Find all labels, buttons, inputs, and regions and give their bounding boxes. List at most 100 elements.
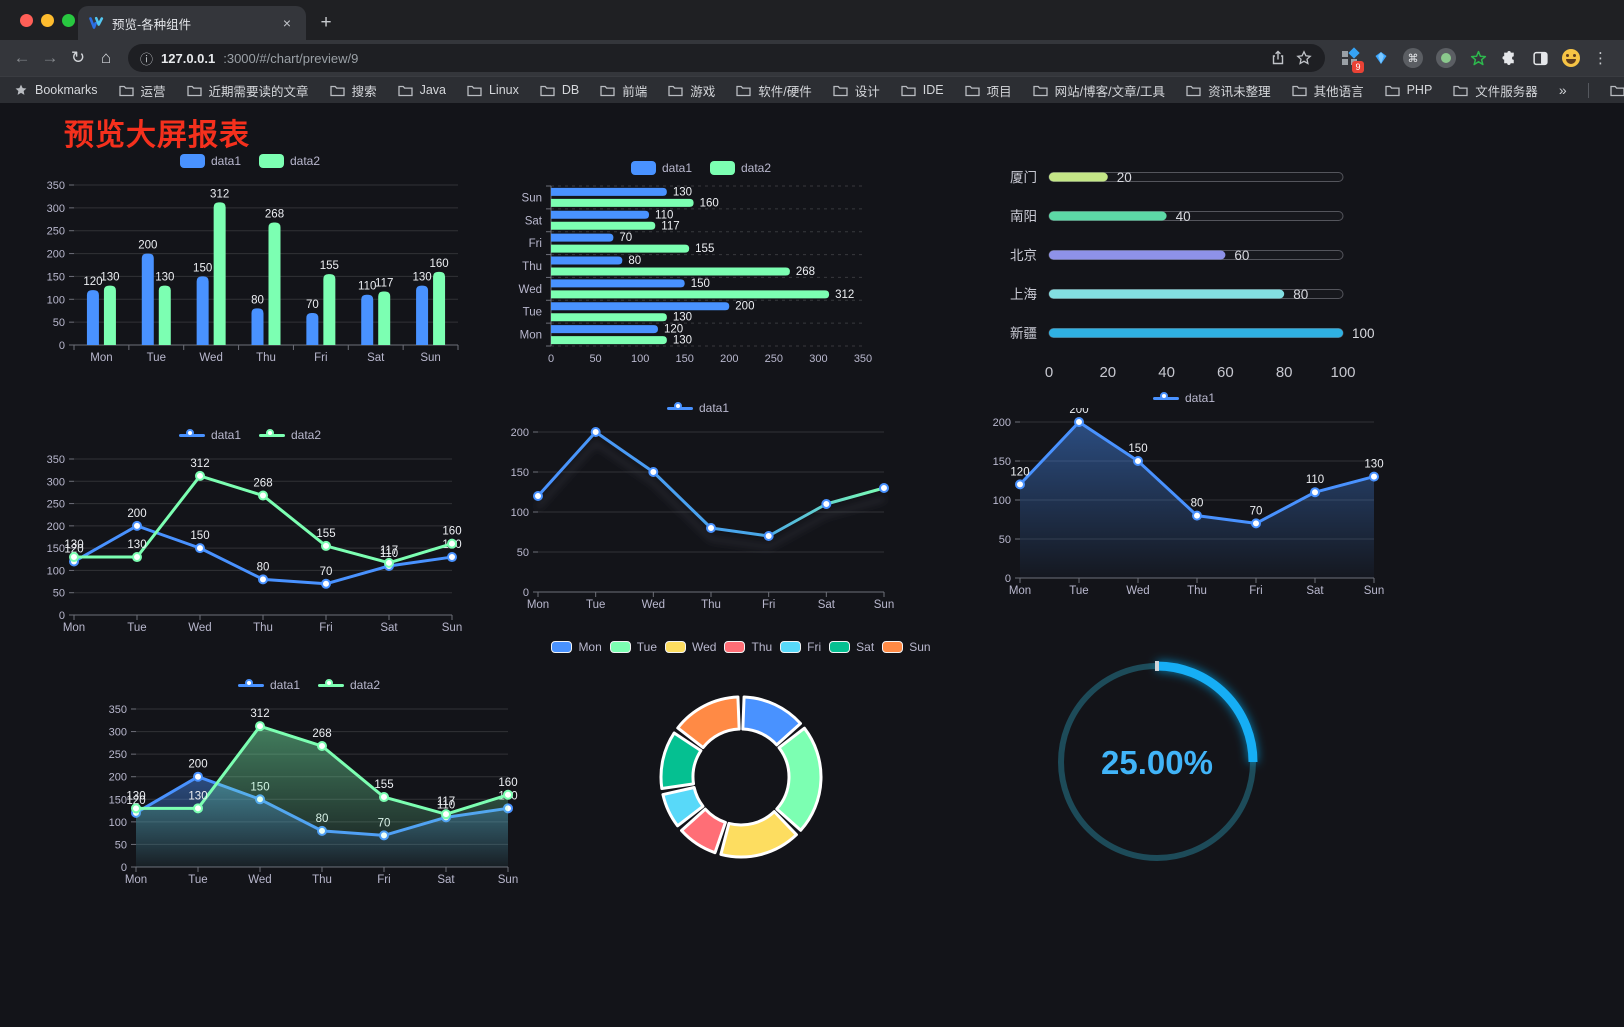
bookmark-folder[interactable]: DB bbox=[540, 83, 579, 97]
legend-item[interactable]: Mon bbox=[551, 640, 602, 654]
svg-text:100: 100 bbox=[1330, 364, 1355, 381]
bookmarks-root[interactable]: Bookmarks bbox=[14, 83, 98, 97]
close-window-button[interactable] bbox=[20, 14, 33, 27]
legend-item[interactable]: Tue bbox=[609, 640, 657, 654]
chart-legend[interactable]: data1 data2 bbox=[34, 151, 466, 171]
legend-item[interactable]: data2 bbox=[710, 161, 771, 175]
svg-text:350: 350 bbox=[854, 353, 872, 365]
bookmark-folder[interactable]: IDE bbox=[901, 83, 944, 97]
gem-extension-icon[interactable] bbox=[1372, 49, 1390, 67]
share-icon[interactable] bbox=[1269, 49, 1287, 67]
svg-text:130: 130 bbox=[412, 272, 431, 284]
bookmark-folder[interactable]: 软件/硬件 bbox=[736, 81, 812, 100]
chart-legend[interactable]: data1 bbox=[980, 388, 1388, 408]
bookmark-folder[interactable]: 文件服务器 bbox=[1453, 81, 1538, 100]
reload-icon[interactable]: ↻ bbox=[70, 48, 86, 67]
svg-text:150: 150 bbox=[190, 530, 209, 542]
back-icon[interactable]: ← bbox=[13, 48, 31, 67]
svg-text:200: 200 bbox=[1069, 408, 1088, 416]
tab-active[interactable]: 预览-各种组件 × bbox=[78, 6, 306, 40]
bookmark-folder[interactable]: PHP bbox=[1384, 83, 1432, 97]
svg-text:Fri: Fri bbox=[1249, 585, 1262, 597]
legend-item[interactable]: data1 bbox=[1152, 391, 1215, 405]
bookmark-folder[interactable]: 其他语言 bbox=[1291, 81, 1364, 100]
chart-legend[interactable]: data1 data2 bbox=[34, 425, 466, 445]
bookmark-folder[interactable]: 网站/博客/文章/工具 bbox=[1032, 81, 1165, 100]
split-view-icon[interactable] bbox=[1531, 49, 1549, 67]
emoji-extension-icon[interactable] bbox=[1562, 49, 1580, 67]
bookmark-folder[interactable]: 项目 bbox=[964, 81, 1012, 100]
zoom-window-button[interactable] bbox=[62, 14, 75, 27]
command-extension-icon[interactable]: ⌘ bbox=[1403, 48, 1423, 68]
legend-item[interactable]: Sat bbox=[829, 640, 874, 654]
svg-text:117: 117 bbox=[380, 545, 398, 557]
legend-item[interactable]: Wed bbox=[665, 640, 716, 654]
green-star-extension-icon[interactable] bbox=[1469, 49, 1487, 67]
tab-close-icon[interactable]: × bbox=[282, 15, 292, 31]
legend-item[interactable]: data1 bbox=[666, 401, 729, 415]
legend-item[interactable]: data2 bbox=[259, 154, 320, 168]
tab-strip: 预览-各种组件 × + bbox=[0, 0, 1624, 40]
chart-legend[interactable]: data1 data2 bbox=[96, 675, 522, 695]
legend-item[interactable]: data1 bbox=[178, 428, 241, 442]
bookmark-folder[interactable]: Linux bbox=[467, 83, 519, 97]
svg-text:155: 155 bbox=[320, 260, 339, 272]
svg-text:150: 150 bbox=[511, 467, 529, 479]
legend-item[interactable]: data2 bbox=[259, 428, 321, 442]
legend-item[interactable]: Thu bbox=[724, 640, 772, 654]
chart-legend[interactable]: data1 data2 bbox=[505, 158, 897, 178]
svg-text:120: 120 bbox=[64, 544, 83, 556]
svg-text:268: 268 bbox=[253, 478, 272, 490]
svg-text:130: 130 bbox=[127, 539, 146, 551]
hbar-chart-canvas: 0 50 100 150 200 250 300 350 Sun Sat Fri Thu Wed Tue M… bbox=[519, 185, 872, 365]
svg-text:Wed: Wed bbox=[642, 599, 665, 611]
legend-item[interactable]: data2 bbox=[318, 678, 380, 692]
gauge-chart-canvas: 25.00% bbox=[1058, 661, 1258, 861]
bookmark-folder[interactable]: 运营 bbox=[118, 81, 166, 100]
chart-legend[interactable]: data1 bbox=[498, 398, 898, 418]
new-tab-button[interactable]: + bbox=[320, 12, 332, 33]
chart-legend[interactable]: Mon Tue Wed Thu Fri Sat Sun bbox=[545, 637, 937, 657]
bookmark-folder[interactable]: Java bbox=[397, 83, 446, 97]
bookmark-folder[interactable]: 游戏 bbox=[668, 81, 715, 100]
menu-kebab-icon[interactable]: ⋮ bbox=[1593, 50, 1608, 67]
legend-item[interactable]: data1 bbox=[237, 678, 300, 692]
svg-text:110: 110 bbox=[655, 209, 673, 221]
legend-item[interactable]: data1 bbox=[179, 154, 241, 168]
legend-item[interactable]: Fri bbox=[780, 640, 821, 654]
svg-text:130: 130 bbox=[188, 790, 207, 802]
legend-item[interactable]: data1 bbox=[630, 161, 692, 175]
line-chart-canvas: 0 50 100 150 200 250 300 350 Mon Tue Wed Thu Fri Sat S… bbox=[109, 704, 519, 886]
address-bar[interactable]: ⓘ 127.0.0.1 :3000/#/chart/preview/9 bbox=[128, 44, 1325, 72]
svg-text:Sat: Sat bbox=[1306, 585, 1324, 597]
svg-text:150: 150 bbox=[676, 353, 694, 365]
svg-text:200: 200 bbox=[511, 427, 529, 439]
bookmark-folder[interactable]: 设计 bbox=[833, 81, 880, 100]
svg-text:Tue: Tue bbox=[1069, 585, 1088, 597]
bookmark-folder[interactable]: 前端 bbox=[600, 81, 647, 100]
pie-chart-canvas bbox=[659, 695, 823, 859]
site-info-icon[interactable]: ⓘ bbox=[140, 51, 154, 67]
bookmark-folder[interactable]: 资讯未整理 bbox=[1186, 81, 1271, 100]
grid-extension-icon[interactable]: 9 bbox=[1341, 47, 1364, 73]
bookmark-star-icon[interactable] bbox=[1295, 49, 1313, 67]
svg-text:60: 60 bbox=[1234, 248, 1249, 263]
extensions-area: 9 ⌘ bbox=[1333, 47, 1616, 73]
bookmark-folder[interactable]: 近期需要读的文章 bbox=[186, 81, 309, 100]
progress-chart-canvas: 厦门 20 南阳 40 北京 60 上海 80 新疆 100 0 20 40 60 80 100 bbox=[1010, 170, 1375, 381]
home-icon[interactable]: ⌂ bbox=[100, 48, 112, 67]
forward-icon[interactable]: → bbox=[41, 48, 59, 67]
puzzle-extensions-icon[interactable] bbox=[1500, 49, 1518, 67]
bookmarks-overflow-chevron[interactable]: » bbox=[1558, 82, 1567, 98]
minimize-window-button[interactable] bbox=[41, 14, 54, 27]
svg-text:25.00%: 25.00% bbox=[1101, 744, 1213, 781]
svg-text:80: 80 bbox=[1191, 498, 1204, 510]
svg-text:南阳: 南阳 bbox=[1010, 209, 1037, 224]
svg-text:250: 250 bbox=[47, 499, 65, 511]
bookmark-folder[interactable]: 搜索 bbox=[329, 81, 377, 100]
other-bookmarks-folder[interactable]: 其他书签 bbox=[1609, 81, 1624, 100]
record-extension-icon[interactable] bbox=[1436, 48, 1456, 68]
legend-item[interactable]: Sun bbox=[882, 640, 931, 654]
svg-text:130: 130 bbox=[673, 335, 692, 347]
url-host: 127.0.0.1 bbox=[161, 50, 216, 66]
